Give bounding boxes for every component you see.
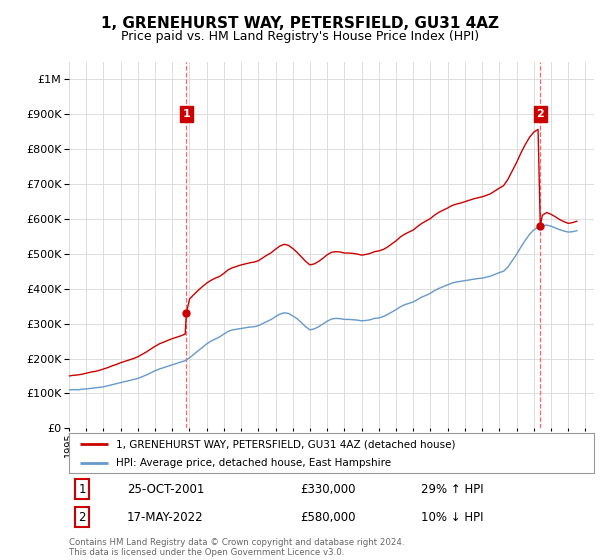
Text: 25-OCT-2001: 25-OCT-2001	[127, 483, 204, 496]
Text: HPI: Average price, detached house, East Hampshire: HPI: Average price, detached house, East…	[116, 458, 391, 468]
Text: 1: 1	[79, 483, 86, 496]
Text: 2: 2	[79, 511, 86, 524]
Text: £330,000: £330,000	[300, 483, 355, 496]
Text: 1, GRENEHURST WAY, PETERSFIELD, GU31 4AZ (detached house): 1, GRENEHURST WAY, PETERSFIELD, GU31 4AZ…	[116, 439, 456, 449]
Text: 17-MAY-2022: 17-MAY-2022	[127, 511, 203, 524]
Text: £580,000: £580,000	[300, 511, 355, 524]
Text: 2: 2	[536, 109, 544, 119]
Text: 10% ↓ HPI: 10% ↓ HPI	[421, 511, 483, 524]
Text: 1: 1	[182, 109, 190, 119]
Text: Price paid vs. HM Land Registry's House Price Index (HPI): Price paid vs. HM Land Registry's House …	[121, 30, 479, 44]
Text: 29% ↑ HPI: 29% ↑ HPI	[421, 483, 484, 496]
Text: 1, GRENEHURST WAY, PETERSFIELD, GU31 4AZ: 1, GRENEHURST WAY, PETERSFIELD, GU31 4AZ	[101, 16, 499, 31]
Text: Contains HM Land Registry data © Crown copyright and database right 2024.
This d: Contains HM Land Registry data © Crown c…	[69, 538, 404, 557]
